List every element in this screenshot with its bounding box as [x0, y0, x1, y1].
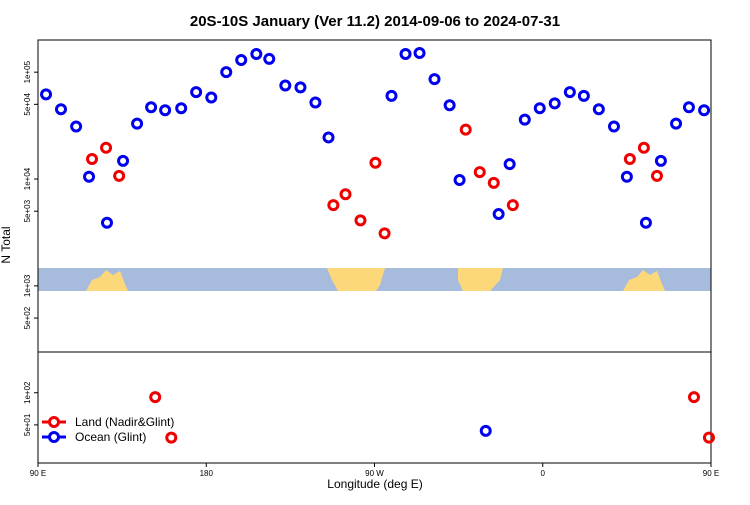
- point: [100, 216, 113, 229]
- point: [309, 96, 322, 109]
- point: [443, 99, 456, 112]
- point: [702, 431, 715, 444]
- point: [592, 103, 605, 116]
- y-tick-label: 1e+04: [23, 167, 32, 190]
- point: [145, 101, 158, 114]
- point: [159, 104, 172, 117]
- y-axis-label: N Total: [0, 226, 13, 263]
- point: [369, 156, 382, 169]
- point: [235, 53, 248, 66]
- y-tick-label: 1e+05: [23, 60, 32, 83]
- point: [339, 188, 352, 201]
- x-tick-label: 90 W: [365, 469, 384, 478]
- point: [385, 89, 398, 102]
- y-tick-label: 5e+02: [23, 306, 32, 329]
- point: [650, 169, 663, 182]
- point: [294, 81, 307, 94]
- point: [620, 170, 633, 183]
- chart-title: 20S-10S January (Ver 11.2) 2014-09-06 to…: [190, 13, 560, 30]
- point: [563, 86, 576, 99]
- point: [117, 154, 130, 167]
- point: [548, 97, 561, 110]
- legend-label: Land (Nadir&Glint): [75, 415, 174, 429]
- x-tick-label: 180: [200, 469, 214, 478]
- point: [453, 173, 466, 186]
- point: [54, 103, 67, 116]
- point: [506, 199, 519, 212]
- point: [220, 66, 233, 79]
- point: [687, 391, 700, 404]
- point: [487, 176, 500, 189]
- point: [479, 424, 492, 437]
- point: [40, 88, 53, 101]
- point: [354, 214, 367, 227]
- point: [205, 91, 218, 104]
- x-axis-label: Longitude (deg E): [327, 477, 422, 491]
- point: [70, 120, 83, 133]
- map-band: [38, 268, 711, 291]
- point: [473, 166, 486, 179]
- point: [378, 227, 391, 240]
- point: [637, 141, 650, 154]
- point: [175, 102, 188, 115]
- x-tick-label: 90 E: [30, 469, 46, 478]
- point: [327, 199, 340, 212]
- y-tick-label: 1e+03: [23, 274, 32, 297]
- point: [113, 169, 126, 182]
- point: [149, 391, 162, 404]
- point: [654, 154, 667, 167]
- point: [100, 141, 113, 154]
- point: [639, 216, 652, 229]
- point: [533, 102, 546, 115]
- point: [83, 170, 96, 183]
- point: [322, 131, 335, 144]
- plot-frame: [37, 39, 712, 464]
- point: [86, 152, 99, 165]
- y-tick-label: 1e+02: [23, 381, 32, 404]
- y-tick-label: 5e+04: [23, 93, 32, 116]
- point: [492, 208, 505, 221]
- legend-marker: [48, 431, 60, 443]
- point: [165, 431, 178, 444]
- legend-marker: [48, 416, 60, 428]
- point: [670, 117, 683, 130]
- point: [607, 120, 620, 133]
- y-tick-label: 5e+01: [23, 413, 32, 436]
- point: [698, 104, 711, 117]
- point: [399, 47, 412, 60]
- point: [190, 86, 203, 99]
- point: [459, 123, 472, 136]
- point: [623, 152, 636, 165]
- point: [682, 101, 695, 114]
- point: [263, 52, 276, 65]
- point: [518, 113, 531, 126]
- point: [428, 73, 441, 86]
- legend-label: Ocean (Glint): [75, 430, 146, 444]
- point: [250, 47, 263, 60]
- x-tick-label: 0: [541, 469, 546, 478]
- point: [279, 79, 292, 92]
- point: [413, 47, 426, 60]
- x-tick-label: 90 E: [703, 469, 719, 478]
- y-tick-label: 5e+03: [23, 199, 32, 222]
- point: [503, 158, 516, 171]
- point: [131, 117, 144, 130]
- point: [577, 89, 590, 102]
